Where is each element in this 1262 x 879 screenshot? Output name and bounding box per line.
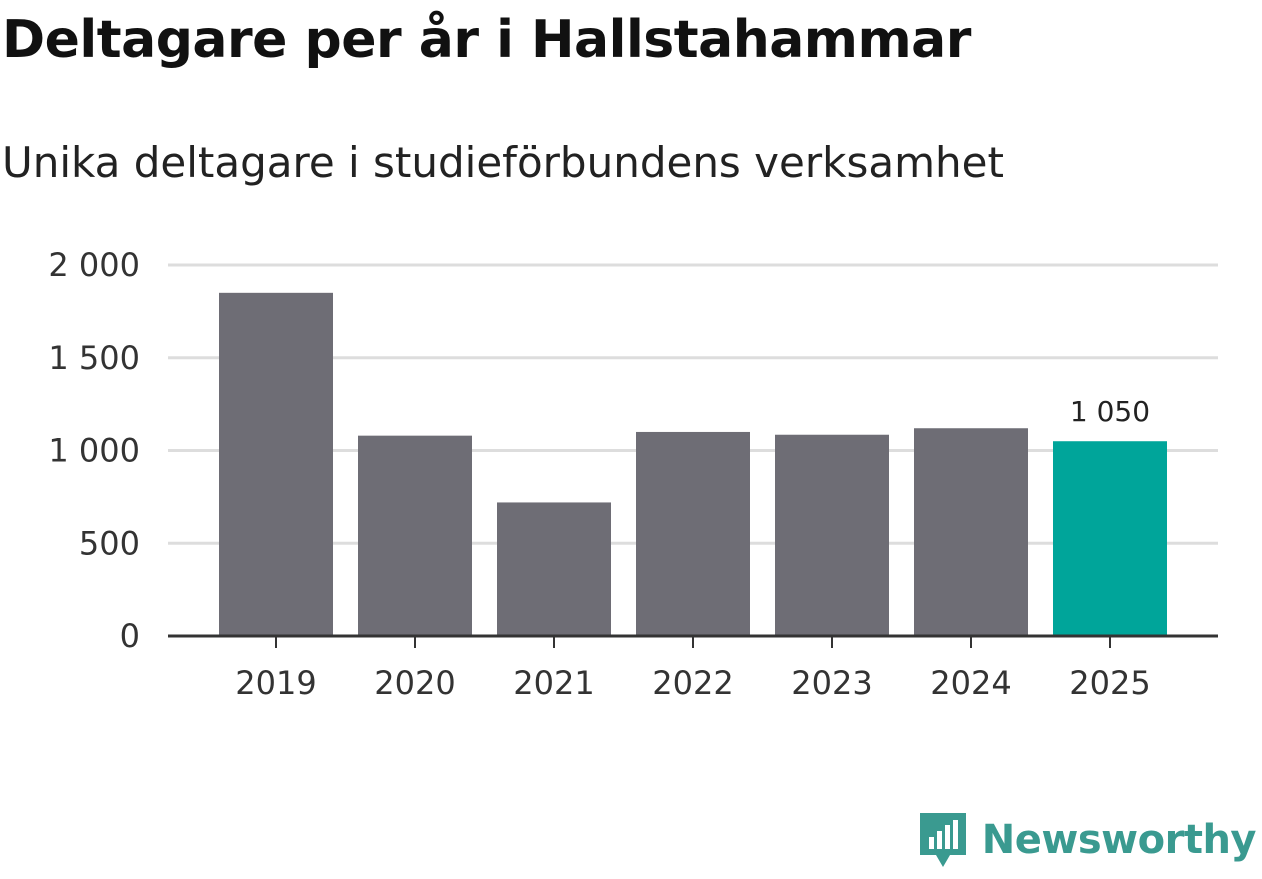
x-tick-label: 2025 bbox=[1069, 664, 1150, 702]
x-tick-label: 2024 bbox=[930, 664, 1011, 702]
x-axis bbox=[168, 634, 1218, 648]
x-tick-label: 2020 bbox=[374, 664, 455, 702]
bars bbox=[219, 292, 1167, 636]
y-tick-label: 0 bbox=[120, 617, 140, 655]
x-tick-label: 2019 bbox=[235, 664, 316, 702]
chart-title: Deltagare per år i Hallstahammar bbox=[2, 10, 971, 70]
bar-2021 bbox=[497, 502, 611, 636]
newsworthy-logo-icon bbox=[919, 813, 966, 867]
y-axis-tick-labels: 0 500 1 000 1 500 2 000 bbox=[48, 246, 140, 655]
y-tick-label: 1 000 bbox=[48, 432, 140, 470]
y-tick-label: 1 500 bbox=[48, 339, 140, 377]
bar-2023 bbox=[775, 434, 889, 636]
bar-2020 bbox=[358, 435, 472, 636]
x-tick-label: 2022 bbox=[652, 664, 733, 702]
bar-2024 bbox=[914, 428, 1028, 636]
newsworthy-logo-text: Newsworthy bbox=[981, 817, 1257, 863]
data-label-2025: 1 050 bbox=[1070, 395, 1150, 428]
data-labels: 1 050 bbox=[1070, 395, 1150, 428]
bar-2025 bbox=[1053, 441, 1167, 636]
y-tick-label: 500 bbox=[79, 524, 140, 562]
newsworthy-logo: Newsworthy bbox=[918, 811, 1257, 869]
y-tick-label: 2 000 bbox=[48, 246, 140, 284]
x-tick-label: 2023 bbox=[791, 664, 872, 702]
bar-2022 bbox=[636, 431, 750, 636]
bar-2019 bbox=[219, 292, 333, 636]
x-tick-label: 2021 bbox=[513, 664, 594, 702]
chart-subtitle: Unika deltagare i studieförbundens verks… bbox=[2, 138, 1004, 187]
x-axis-tick-labels: 2019 2020 2021 2022 2023 2024 2025 bbox=[235, 664, 1150, 702]
